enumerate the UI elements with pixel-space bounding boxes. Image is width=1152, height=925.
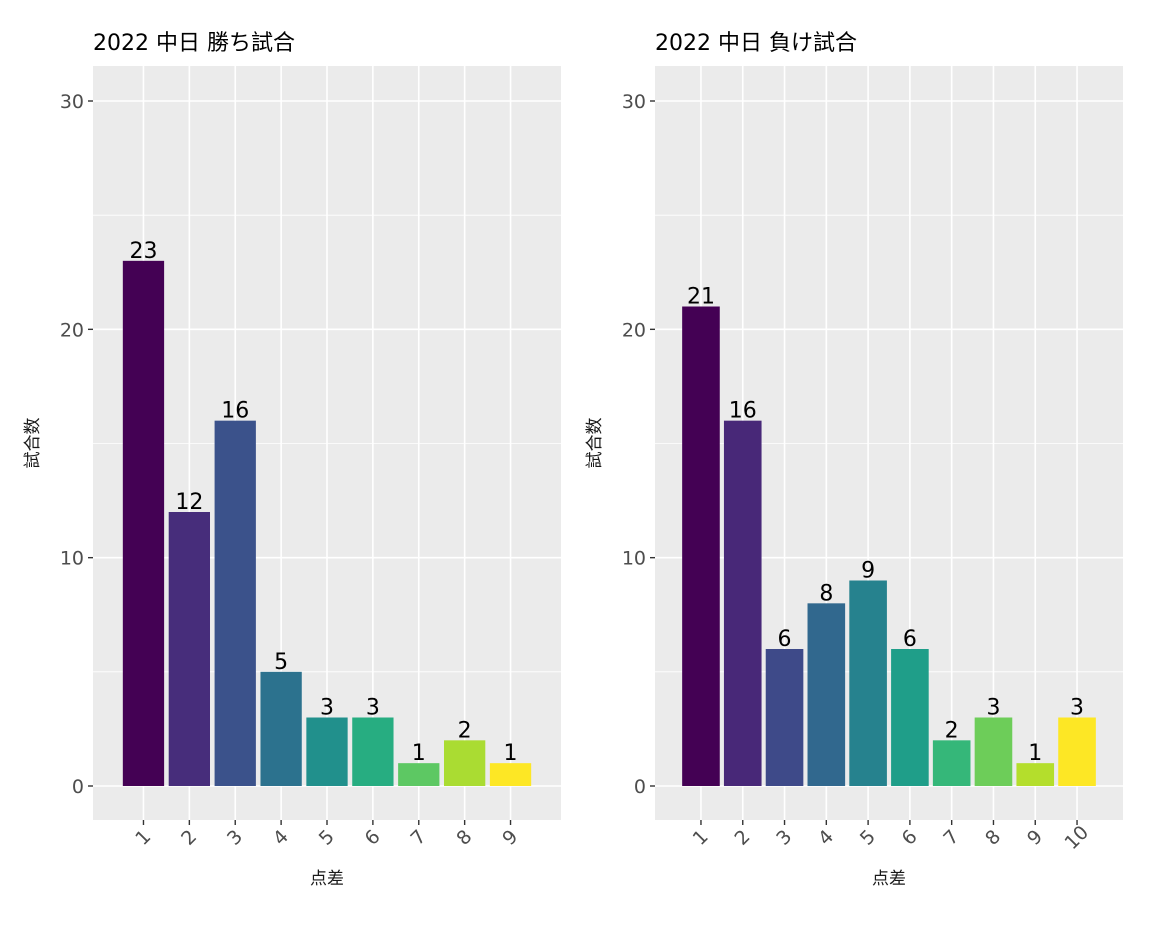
bar-9 <box>1016 763 1055 786</box>
bar-1 <box>122 260 165 786</box>
data-label-9: 1 <box>504 741 518 766</box>
data-label-7: 1 <box>412 741 426 766</box>
y-tick-label: 10 <box>60 548 84 570</box>
x-axis-title: 点差 <box>310 869 344 889</box>
bar-7 <box>398 763 440 786</box>
data-label-5: 9 <box>861 559 875 584</box>
data-label-1: 21 <box>687 285 715 310</box>
bar-2 <box>168 512 210 786</box>
chart-title: 2022 中日 勝ち試合 <box>93 31 295 56</box>
bar-4 <box>260 671 302 786</box>
bar-6 <box>352 717 394 786</box>
x-tick-label-6: 6 <box>361 826 385 850</box>
y-tick-label: 10 <box>622 548 646 570</box>
x-tick-label-2: 2 <box>730 826 754 850</box>
data-label-3: 16 <box>221 399 249 424</box>
data-label-8: 3 <box>986 696 1000 721</box>
y-axis-title: 試合数 <box>23 418 43 469</box>
x-tick-label-5: 5 <box>315 826 339 850</box>
x-tick-label-9: 9 <box>1023 826 1047 850</box>
data-label-4: 8 <box>819 581 833 606</box>
bar-4 <box>807 603 846 786</box>
bar-8 <box>444 740 486 786</box>
y-tick-label: 30 <box>622 91 646 113</box>
x-tick-label-3: 3 <box>772 826 796 850</box>
bar-6 <box>891 649 929 786</box>
x-tick-label-9: 9 <box>498 826 522 850</box>
x-tick-label-2: 2 <box>177 826 201 850</box>
y-tick-label: 0 <box>72 776 84 798</box>
x-tick-label-4: 4 <box>269 826 293 850</box>
x-tick-label-4: 4 <box>814 826 838 850</box>
bar-5 <box>849 580 887 786</box>
data-label-2: 12 <box>175 490 203 515</box>
bar-9 <box>489 763 532 786</box>
data-label-8: 2 <box>458 718 472 743</box>
data-label-5: 3 <box>320 696 334 721</box>
data-label-3: 6 <box>778 627 792 652</box>
x-tick-label-10: 10 <box>1060 821 1093 854</box>
data-label-2: 16 <box>729 399 757 424</box>
x-tick-label-8: 8 <box>452 826 476 850</box>
bar-8 <box>974 717 1013 786</box>
x-tick-label-1: 1 <box>689 826 713 850</box>
data-label-9: 1 <box>1028 741 1042 766</box>
chart-title: 2022 中日 負け試合 <box>655 31 857 56</box>
bar-3 <box>765 649 804 786</box>
x-tick-label-7: 7 <box>406 826 430 850</box>
x-tick-label-5: 5 <box>856 826 880 850</box>
bar-7 <box>932 740 971 786</box>
bar-3 <box>214 420 256 786</box>
data-label-7: 2 <box>945 718 959 743</box>
bar-2 <box>723 420 762 786</box>
data-label-6: 3 <box>366 696 380 721</box>
x-tick-label-1: 1 <box>131 826 155 850</box>
x-tick-label-7: 7 <box>939 826 963 850</box>
data-label-10: 3 <box>1070 696 1084 721</box>
y-tick-label: 20 <box>622 319 646 341</box>
data-label-6: 6 <box>903 627 917 652</box>
y-tick-label: 0 <box>634 776 646 798</box>
bar-10 <box>1058 717 1096 786</box>
x-axis-title: 点差 <box>872 869 906 889</box>
x-tick-label-3: 3 <box>223 826 247 850</box>
x-tick-label-6: 6 <box>898 826 922 850</box>
y-tick-label: 30 <box>60 91 84 113</box>
bar-5 <box>306 717 348 786</box>
y-axis-title: 試合数 <box>585 418 605 469</box>
data-label-4: 5 <box>274 650 288 675</box>
y-tick-label: 20 <box>60 319 84 341</box>
x-tick-label-8: 8 <box>981 826 1005 850</box>
data-label-1: 23 <box>129 239 157 264</box>
bar-1 <box>682 306 720 786</box>
